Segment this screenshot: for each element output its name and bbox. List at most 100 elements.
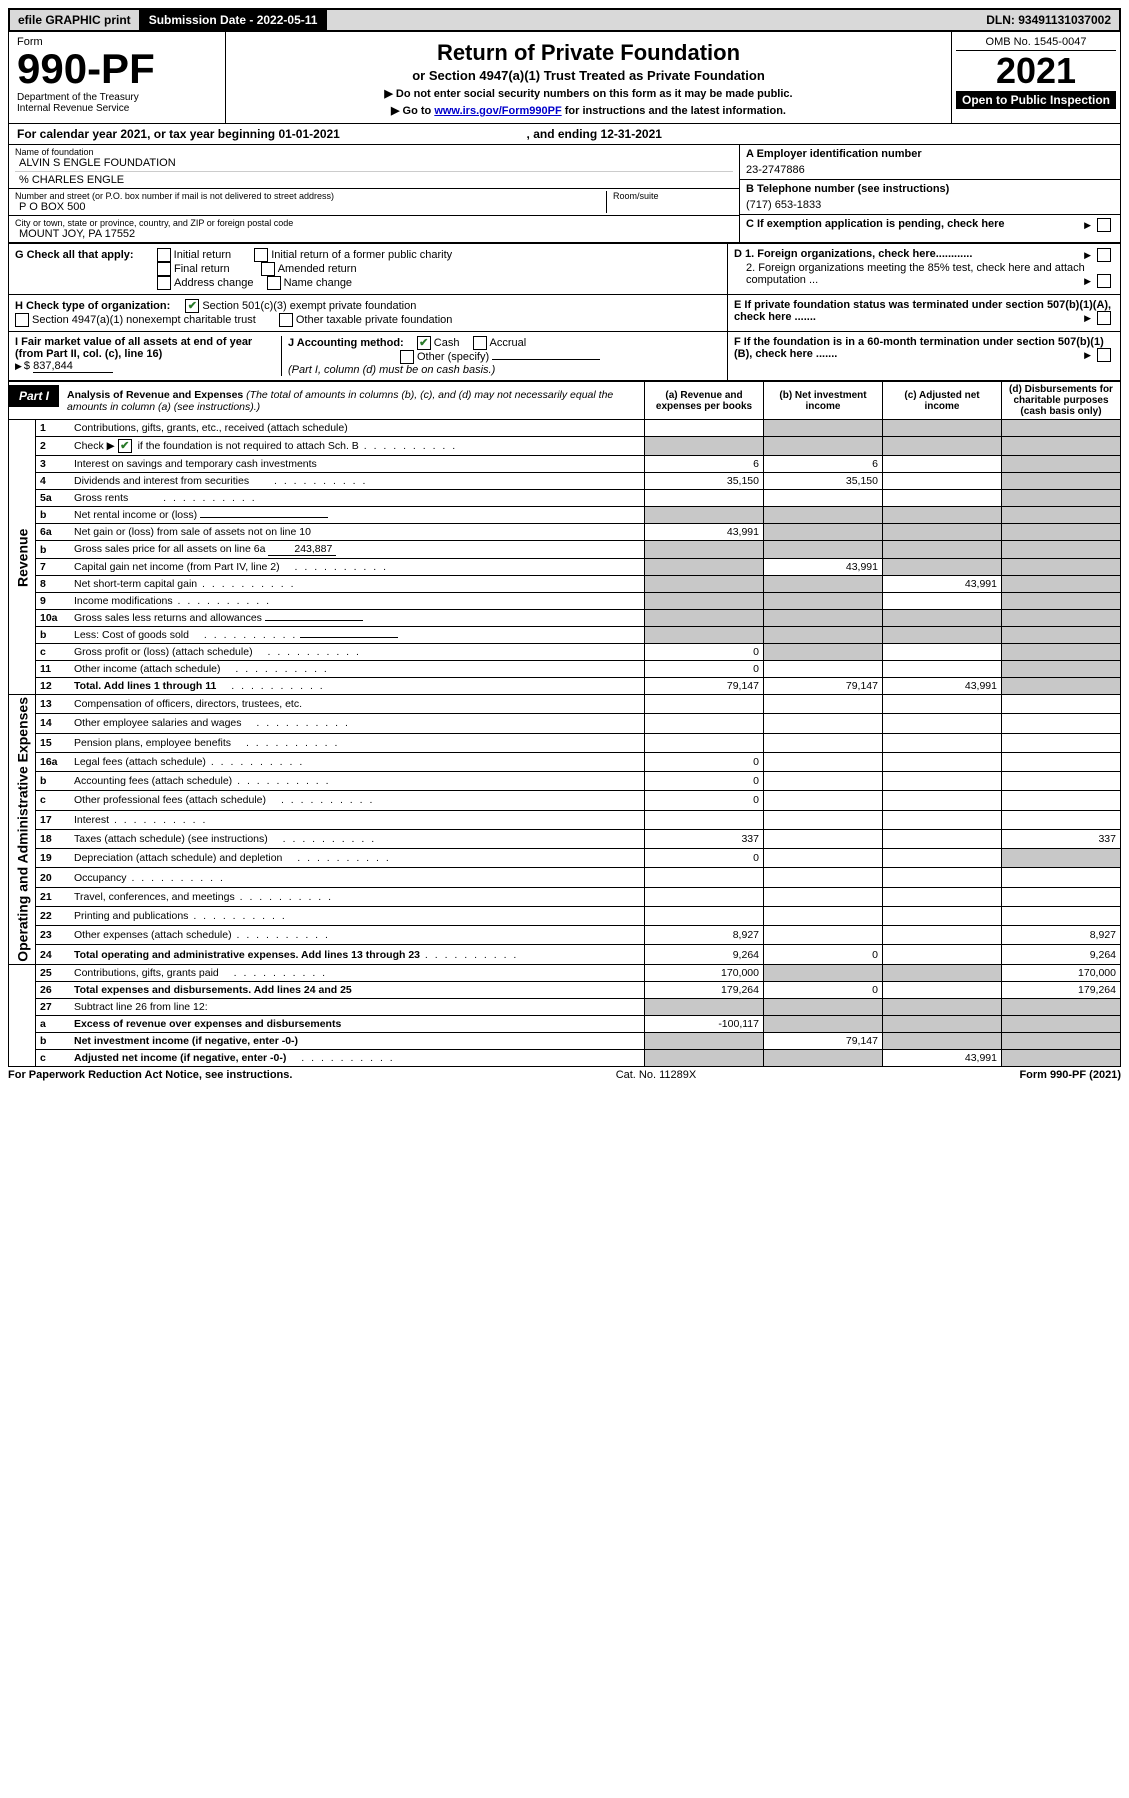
exemption-label: C If exemption application is pending, c… (746, 218, 1005, 230)
row-27a: a Excess of revenue over expenses and di… (9, 1015, 1121, 1032)
row-18: 18 Taxes (attach schedule) (see instruct… (9, 829, 1121, 848)
r2-checkbox[interactable] (118, 439, 132, 453)
r3-num: 3 (36, 456, 71, 473)
r4-a: 35,150 (645, 473, 764, 490)
expenses-vertical-label: Operating and Administrative Expenses (9, 695, 36, 965)
d-section: D 1. Foreign organizations, check here..… (728, 244, 1120, 294)
footer-mid: Cat. No. 11289X (616, 1069, 697, 1081)
address: P O BOX 500 (15, 201, 606, 213)
r27a-a: -100,117 (645, 1015, 764, 1032)
g-amended-checkbox[interactable] (261, 262, 275, 276)
g-final-checkbox[interactable] (157, 262, 171, 276)
row-19: 19 Depreciation (attach schedule) and de… (9, 849, 1121, 868)
r11-desc: Other income (attach schedule) (70, 661, 645, 678)
row-5a: 5a Gross rents (9, 490, 1121, 507)
row-11: 11 Other income (attach schedule) 0 (9, 661, 1121, 678)
row-7: 7 Capital gain net income (from Part IV,… (9, 559, 1121, 576)
r27c-num: c (36, 1049, 71, 1066)
row-6b: b Gross sales price for all assets on li… (9, 541, 1121, 559)
part1-title: Analysis of Revenue and Expenses (67, 389, 243, 401)
header-right: OMB No. 1545-0047 2021 Open to Public In… (951, 32, 1120, 123)
form-url-link[interactable]: www.irs.gov/Form990PF (434, 105, 561, 117)
r12-num: 12 (36, 678, 71, 695)
row-10a: 10a Gross sales less returns and allowan… (9, 610, 1121, 627)
care-of: % CHARLES ENGLE (15, 171, 733, 186)
g-initial-checkbox[interactable] (157, 248, 171, 262)
r18-num: 18 (36, 829, 71, 848)
e-section: E If private foundation status was termi… (728, 295, 1120, 331)
col-b-header: (b) Net investment income (764, 382, 883, 420)
r14-desc: Other employee salaries and wages (70, 714, 645, 733)
city-value: MOUNT JOY, PA 17552 (15, 228, 733, 240)
j-accrual-checkbox[interactable] (473, 336, 487, 350)
row-13: Operating and Administrative Expenses 13… (9, 695, 1121, 714)
row-10c: c Gross profit or (loss) (attach schedul… (9, 644, 1121, 661)
j-cash: Cash (434, 337, 460, 349)
g-address-checkbox[interactable] (157, 276, 171, 290)
g-name-checkbox[interactable] (267, 276, 281, 290)
r25-a: 170,000 (645, 964, 764, 981)
f-checkbox[interactable] (1097, 348, 1111, 362)
f-section: F If the foundation is in a 60-month ter… (728, 332, 1120, 380)
r13-num: 13 (36, 695, 71, 714)
j-other-checkbox[interactable] (400, 350, 414, 364)
r9-num: 9 (36, 593, 71, 610)
row-5b: b Net rental income or (loss) (9, 507, 1121, 524)
i-value: 837,844 (33, 360, 113, 373)
g-section: G Check all that apply: Initial return I… (9, 244, 728, 294)
r19-a: 0 (645, 849, 764, 868)
r24-desc: Total operating and administrative expen… (70, 945, 645, 964)
d2-checkbox[interactable] (1097, 274, 1111, 288)
r27b-desc: Net investment income (if negative, ente… (70, 1032, 645, 1049)
phone-value: (717) 653-1833 (746, 199, 821, 211)
h-501c3-checkbox[interactable] (185, 299, 199, 313)
h-other: Other taxable private foundation (296, 314, 453, 326)
r8-num: 8 (36, 576, 71, 593)
h-4947-checkbox[interactable] (15, 313, 29, 327)
page-footer: For Paperwork Reduction Act Notice, see … (8, 1069, 1121, 1081)
check-row-gd: G Check all that apply: Initial return I… (8, 243, 1121, 294)
c-checkbox[interactable] (1097, 218, 1111, 232)
r5a-num: 5a (36, 490, 71, 507)
col-d-header: (d) Disbursements for charitable purpose… (1002, 382, 1121, 420)
r26-num: 26 (36, 981, 71, 998)
row-27b: b Net investment income (if negative, en… (9, 1032, 1121, 1049)
r16c-desc: Other professional fees (attach schedule… (70, 791, 645, 810)
row-25: 25 Contributions, gifts, grants paid 170… (9, 964, 1121, 981)
r27-num: 27 (36, 998, 71, 1015)
r5b-desc: Net rental income or (loss) (70, 507, 645, 524)
r8-desc: Net short-term capital gain (70, 576, 645, 593)
g-initial-former-checkbox[interactable] (254, 248, 268, 262)
row-27c: c Adjusted net income (if negative, ente… (9, 1049, 1121, 1066)
j-cash-checkbox[interactable] (417, 336, 431, 350)
d1-checkbox[interactable] (1097, 248, 1111, 262)
form-subtitle: or Section 4947(a)(1) Trust Treated as P… (238, 68, 939, 83)
r20-desc: Occupancy (70, 868, 645, 887)
j-note: (Part I, column (d) must be on cash basi… (288, 364, 495, 376)
r5a-desc: Gross rents (70, 490, 645, 507)
calendar-year-row: For calendar year 2021, or tax year begi… (8, 124, 1121, 145)
j-label: J Accounting method: (288, 337, 404, 349)
phone-label: B Telephone number (see instructions) (746, 183, 949, 195)
r16a-a: 0 (645, 752, 764, 771)
room-label: Room/suite (613, 191, 733, 201)
r2-num: 2 (36, 437, 71, 456)
city-label: City or town, state or province, country… (15, 218, 733, 228)
header-left: Form 990-PF Department of the Treasury I… (9, 32, 226, 123)
row-26: 26 Total expenses and disbursements. Add… (9, 981, 1121, 998)
check-row-he: H Check type of organization: Section 50… (8, 294, 1121, 331)
r6b-num: b (36, 541, 71, 559)
row-16a: 16a Legal fees (attach schedule) 0 (9, 752, 1121, 771)
col-a-header: (a) Revenue and expenses per books (645, 382, 764, 420)
h-other-checkbox[interactable] (279, 313, 293, 327)
row-12: 12 Total. Add lines 1 through 11 79,147 … (9, 678, 1121, 695)
r16a-num: 16a (36, 752, 71, 771)
r27c-desc: Adjusted net income (if negative, enter … (70, 1049, 645, 1066)
h-4947: Section 4947(a)(1) nonexempt charitable … (32, 314, 256, 326)
dln-label: DLN: 93491131037002 (978, 10, 1119, 30)
row-8: 8 Net short-term capital gain 43,991 (9, 576, 1121, 593)
exemption-row: C If exemption application is pending, c… (740, 215, 1120, 233)
r2-desc: Check ▶ if the foundation is not require… (70, 437, 645, 456)
e-checkbox[interactable] (1097, 311, 1111, 325)
inst2-post: for instructions and the latest informat… (562, 105, 786, 117)
